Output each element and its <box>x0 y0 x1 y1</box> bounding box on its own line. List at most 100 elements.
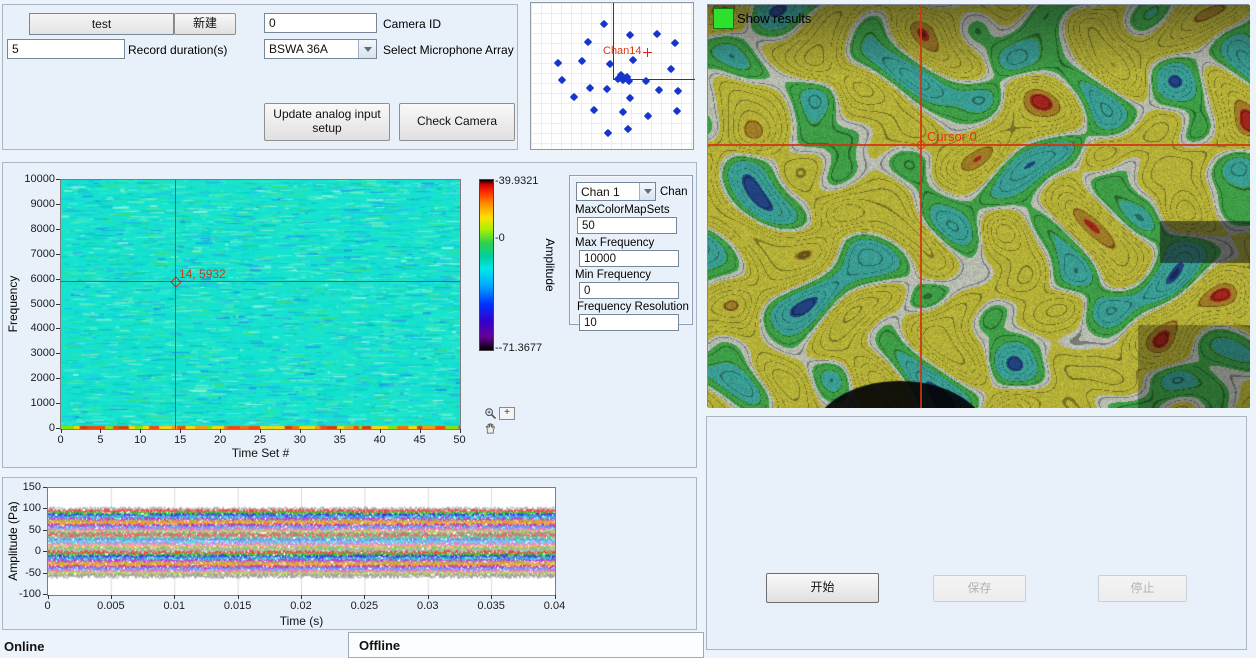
min-frequency-input[interactable]: 0 <box>579 282 679 299</box>
mic-point <box>674 87 682 95</box>
max-colormap-label: MaxColorMapSets <box>575 204 670 216</box>
update-analog-input-button[interactable]: Update analog input setup <box>264 103 390 141</box>
mic-point <box>590 106 598 114</box>
waveform-canvas[interactable] <box>48 488 555 595</box>
tick-label: 0 <box>26 600 70 612</box>
mic-point <box>671 39 679 47</box>
mic-array-plot[interactable]: Chan14 <box>530 2 694 150</box>
tick-label: 0.015 <box>216 600 260 612</box>
camera-view[interactable]: Show results Cursor 0 <box>707 4 1249 407</box>
mic-point <box>578 57 586 65</box>
tick-label: 25 <box>245 434 275 446</box>
start-button[interactable]: 开始 <box>766 573 879 603</box>
acoustic-heatmap-canvas[interactable] <box>708 5 1250 408</box>
tick-label: 5 <box>85 434 115 446</box>
tick-label: 0.03 <box>406 600 450 612</box>
colorbar-mid-label: -0 <box>495 232 505 244</box>
show-results-led[interactable] <box>713 8 734 29</box>
camera-id-label: Camera ID <box>383 17 441 31</box>
online-status-label: Online <box>4 639 44 654</box>
min-frequency-label: Min Frequency <box>575 269 651 281</box>
tick-label: 3000 <box>13 347 55 359</box>
tick-label: 2000 <box>13 372 55 384</box>
camera-id-input[interactable]: 0 <box>264 13 377 33</box>
mic-point <box>604 129 612 137</box>
offline-status-bar: Offline <box>348 632 704 658</box>
mic-point <box>603 85 611 93</box>
mic-point <box>673 107 681 115</box>
camera-cursor-vline[interactable] <box>920 5 922 408</box>
mic-point <box>570 93 578 101</box>
max-colormap-input[interactable]: 50 <box>577 217 677 234</box>
mic-plot-y-axis <box>613 3 614 79</box>
spectrogram-cursor-vline[interactable] <box>175 180 176 429</box>
offline-status-label: Offline <box>359 638 400 653</box>
zoom-tool-icon[interactable] <box>484 407 497 420</box>
tick-label: 50 <box>445 434 475 446</box>
control-panel: 开始 保存 停止 <box>706 416 1247 650</box>
record-duration-input[interactable]: 5 <box>7 39 125 59</box>
tick-label: 0.04 <box>533 600 577 612</box>
tick-label: 0 <box>13 422 55 434</box>
tick-label: 40 <box>365 434 395 446</box>
tick-label: 0.01 <box>152 600 196 612</box>
camera-cursor-label: Cursor 0 <box>927 129 977 144</box>
record-duration-label: Record duration(s) <box>128 43 227 57</box>
waveform-panel: Amplitude (Pa) 150100500-50-10000.0050.0… <box>2 477 697 630</box>
spectrogram-plot[interactable]: 14, 5932 <box>60 179 461 430</box>
spectrogram-cursor-hline[interactable] <box>61 281 460 282</box>
pan-hand-tool-icon[interactable] <box>484 421 497 434</box>
tick-label: 15 <box>165 434 195 446</box>
channel-select-label: Chan <box>660 186 688 198</box>
tick-label: 30 <box>285 434 315 446</box>
tick-label: 45 <box>405 434 435 446</box>
camera-cursor-hline[interactable] <box>708 144 1250 146</box>
tick-label: 35 <box>325 434 355 446</box>
tick-label: 8000 <box>13 223 55 235</box>
mic-point <box>667 65 675 73</box>
stop-button[interactable]: 停止 <box>1098 575 1187 602</box>
tick-label: 0.02 <box>279 600 323 612</box>
spectrogram-canvas[interactable] <box>61 180 460 429</box>
waveform-ylabel: Amplitude (Pa) <box>6 496 20 586</box>
mic-array-select[interactable]: BSWA 36A <box>264 39 377 59</box>
test-name-field[interactable]: test <box>29 13 174 35</box>
tick-label: -100 <box>5 588 41 600</box>
mic-point <box>584 38 592 46</box>
spectrogram-cursor-label: 14, 5932 <box>179 267 226 281</box>
show-results-label: Show results <box>737 11 811 26</box>
mic-array-label: Select Microphone Array <box>383 43 514 57</box>
tick-label: 10 <box>125 434 155 446</box>
channel-select[interactable]: Chan 1 <box>576 182 656 201</box>
spectrogram-ylabel: Frequency <box>6 269 20 339</box>
tick-label: 0.025 <box>342 600 386 612</box>
mic-point <box>626 94 634 102</box>
spectrogram-xlabel: Time Set # <box>60 446 461 460</box>
new-button[interactable]: 新建 <box>174 13 236 35</box>
waveform-plot[interactable] <box>47 487 556 596</box>
tick-label: 0.035 <box>469 600 513 612</box>
channel-settings-group: Chan 1 Chan MaxColorMapSets 50 Max Frequ… <box>569 175 693 325</box>
mic-cursor-label: Chan14 <box>603 45 642 57</box>
app-window: test 新建 5 Record duration(s) 0 Camera ID… <box>0 0 1256 658</box>
mic-point <box>586 84 594 92</box>
mic-point <box>655 86 663 94</box>
mic-point <box>624 125 632 133</box>
tick-label: 150 <box>5 481 41 493</box>
frequency-resolution-input[interactable]: 10 <box>579 314 679 331</box>
max-frequency-input[interactable]: 10000 <box>579 250 679 267</box>
colorbar-max-label: -39.9321 <box>495 175 538 187</box>
chevron-down-icon[interactable] <box>358 40 376 58</box>
mic-point <box>644 112 652 120</box>
save-button[interactable]: 保存 <box>933 575 1026 602</box>
tick-label: 9000 <box>13 198 55 210</box>
cursor-tool-icon[interactable]: + <box>499 407 515 420</box>
chevron-down-icon[interactable] <box>639 183 655 200</box>
mic-point <box>558 76 566 84</box>
amplitude-colorbar <box>479 179 494 351</box>
frequency-resolution-label: Frequency Resolution <box>577 301 689 313</box>
mic-point <box>629 56 637 64</box>
check-camera-button[interactable]: Check Camera <box>399 103 515 141</box>
mic-point <box>600 20 608 28</box>
tick-label: 10000 <box>13 173 55 185</box>
